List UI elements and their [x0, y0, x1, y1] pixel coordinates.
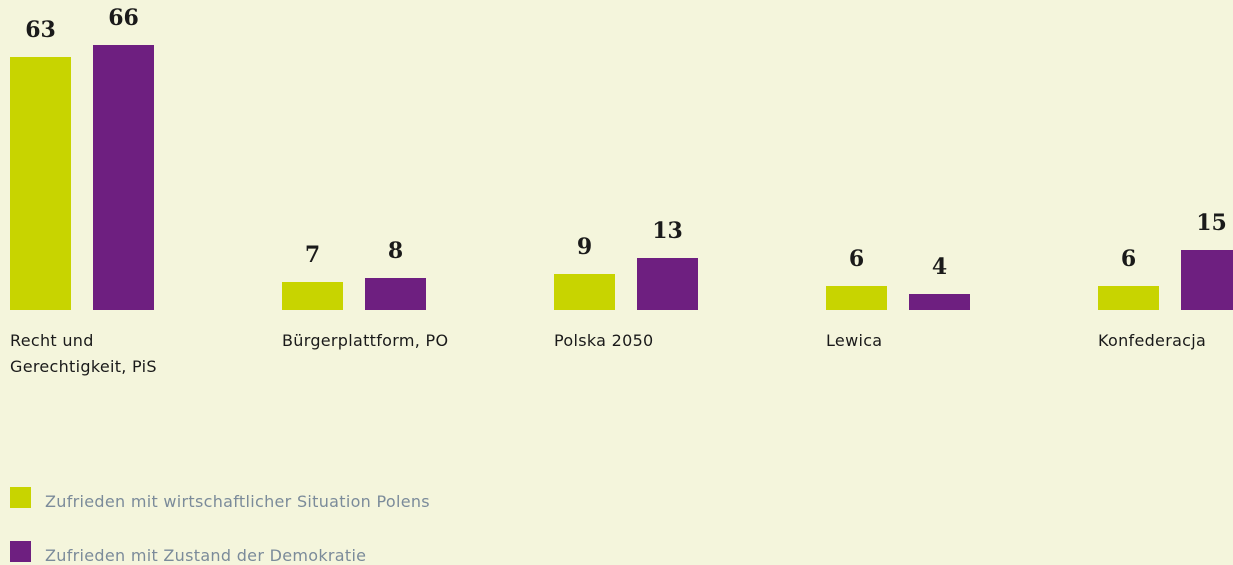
- bar: [554, 273, 615, 310]
- value-label: 8: [387, 237, 404, 264]
- value-label: 4: [931, 253, 948, 280]
- bar: [1098, 285, 1159, 310]
- bar: [909, 293, 970, 310]
- legend-label: Zufrieden mit Zustand der Demokratie: [45, 546, 367, 565]
- category-label: Polska 2050: [554, 331, 654, 350]
- value-label: 6: [1120, 245, 1137, 272]
- category-label: Bürgerplattform, PO: [282, 331, 449, 350]
- value-label: 7: [304, 241, 321, 268]
- value-label: 63: [25, 16, 56, 43]
- bar: [365, 277, 426, 310]
- bar: [282, 281, 343, 310]
- category-label: Recht und Gerechtigkeit, PiS: [10, 331, 157, 376]
- value-label: 6: [848, 245, 865, 272]
- category-label: Lewica: [826, 331, 883, 350]
- value-label: 66: [108, 4, 139, 31]
- legend-swatch: [10, 541, 31, 562]
- bar: [637, 257, 698, 310]
- value-label: 15: [1196, 209, 1227, 236]
- bar: [826, 285, 887, 310]
- bar: [1181, 249, 1233, 310]
- category-label: Konfederacja: [1098, 331, 1207, 350]
- legend-label: Zufrieden mit wirtschaftlicher Situation…: [45, 492, 430, 511]
- bar: [93, 44, 154, 310]
- legend-swatch: [10, 487, 31, 508]
- bar: [10, 56, 71, 310]
- value-label: 9: [576, 233, 593, 260]
- value-label: 13: [652, 217, 683, 244]
